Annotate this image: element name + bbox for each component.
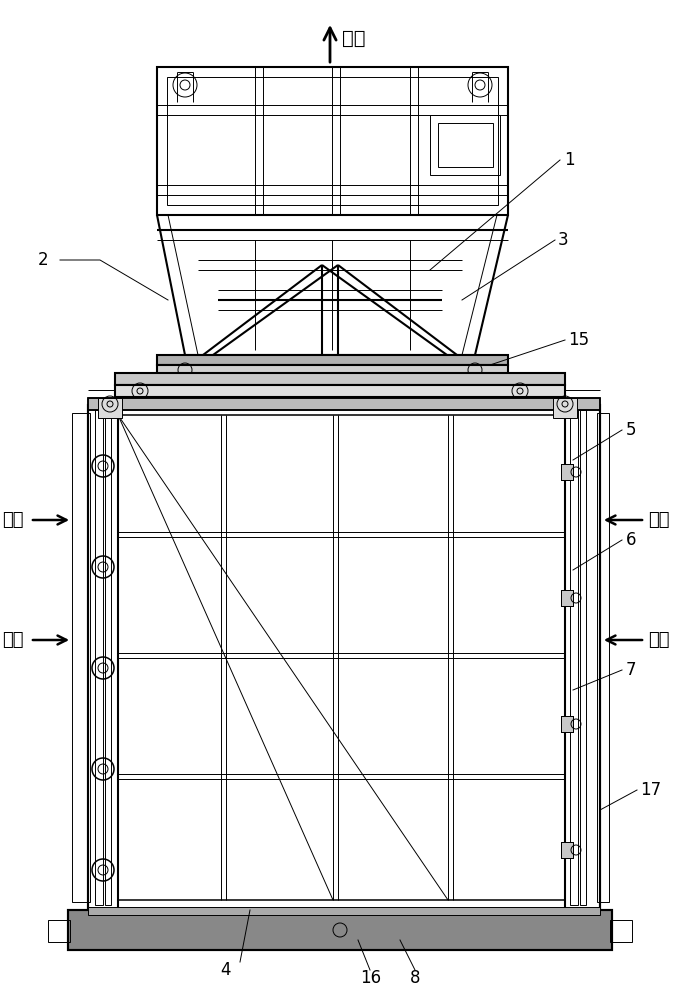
Bar	[105, 410, 111, 905]
Bar	[561, 842, 573, 858]
Text: 16: 16	[360, 969, 381, 987]
Bar	[553, 398, 577, 418]
Bar	[88, 398, 600, 410]
Bar	[115, 373, 565, 385]
Bar	[610, 920, 632, 942]
Bar	[561, 464, 573, 480]
Text: 进风: 进风	[648, 631, 670, 649]
Text: 7: 7	[626, 661, 637, 679]
Text: 1: 1	[564, 151, 574, 169]
Bar	[561, 716, 573, 732]
Bar	[561, 590, 573, 606]
Bar	[157, 365, 508, 375]
Bar	[597, 413, 609, 902]
Text: 15: 15	[568, 331, 589, 349]
Bar	[115, 385, 565, 397]
Bar	[48, 920, 70, 942]
Bar	[118, 415, 565, 900]
Bar	[72, 413, 90, 902]
Text: 3: 3	[558, 231, 568, 249]
Bar	[430, 115, 500, 175]
Bar	[167, 77, 498, 205]
Bar	[561, 464, 573, 480]
Bar	[88, 907, 600, 915]
Text: 进风: 进风	[2, 631, 24, 649]
Text: 5: 5	[626, 421, 637, 439]
Bar	[68, 910, 612, 950]
Bar	[570, 410, 578, 905]
Bar	[68, 910, 612, 950]
Bar	[580, 410, 586, 905]
Bar	[88, 405, 600, 910]
Text: 进风: 进风	[648, 511, 670, 529]
Text: 6: 6	[626, 531, 637, 549]
Text: 4: 4	[220, 961, 230, 979]
Text: 8: 8	[410, 969, 421, 987]
Bar	[88, 405, 118, 910]
Text: 出风: 出风	[342, 28, 365, 47]
Bar	[561, 590, 573, 606]
Bar	[561, 842, 573, 858]
Bar	[98, 398, 122, 418]
Text: 进风: 进风	[2, 511, 24, 529]
Bar	[88, 398, 600, 410]
Text: 17: 17	[640, 781, 661, 799]
Bar	[565, 405, 600, 910]
Bar	[157, 355, 508, 365]
Bar	[157, 67, 508, 215]
Bar	[561, 716, 573, 732]
Text: 2: 2	[38, 251, 49, 269]
Bar	[95, 410, 103, 905]
Bar	[438, 123, 493, 167]
